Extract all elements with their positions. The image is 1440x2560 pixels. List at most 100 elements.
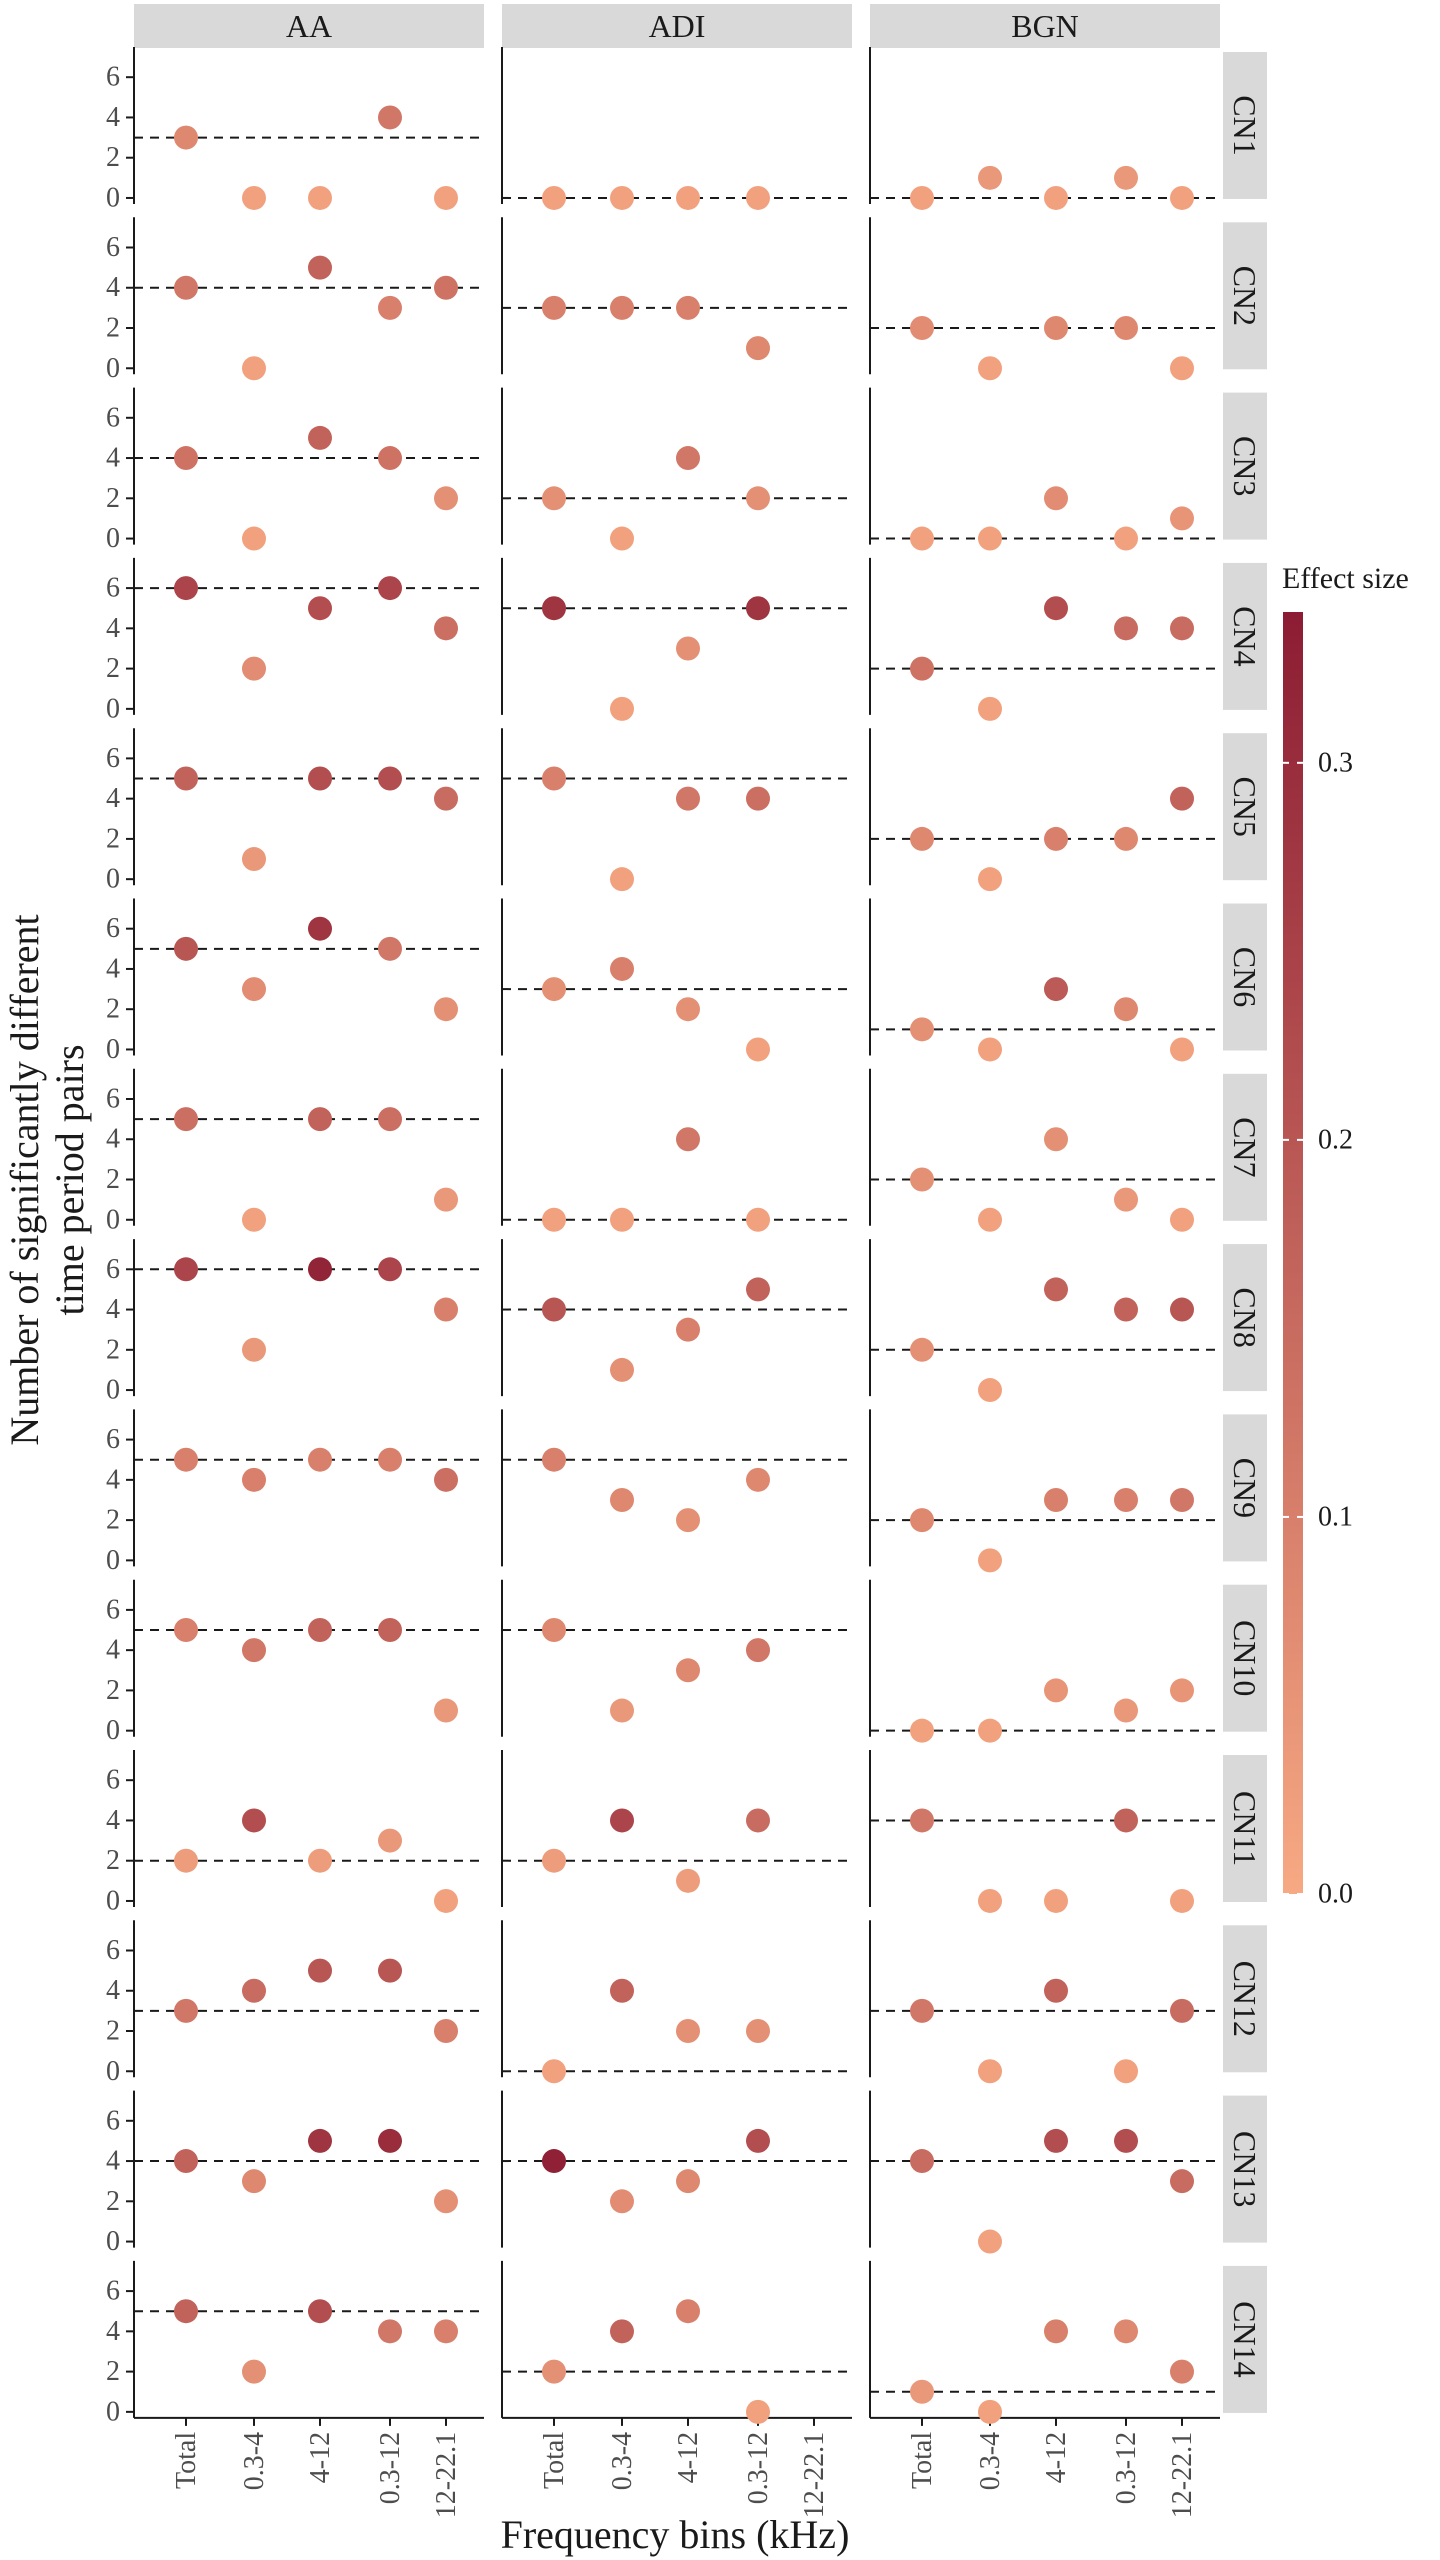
data-point xyxy=(542,1297,566,1322)
data-point xyxy=(746,1808,770,1833)
data-point xyxy=(174,1998,198,2023)
y-tick-label: 4 xyxy=(106,953,120,984)
data-point xyxy=(308,916,332,941)
panel-cn14-aa: 0 2 4 6 xyxy=(106,2260,484,2427)
legend-tick-label: 0.1 xyxy=(1318,1501,1353,1532)
data-point xyxy=(242,1207,266,1232)
y-tick-label: 2 xyxy=(106,1675,120,1706)
column-strip-label: ADI xyxy=(649,8,706,44)
data-point xyxy=(1044,977,1068,1002)
y-tick-label: 0 xyxy=(106,2396,120,2427)
y-tick-label: 0 xyxy=(106,1034,120,1065)
data-point xyxy=(174,766,198,791)
data-point xyxy=(378,936,402,961)
color-legend: Effect size 0.0 0.1 0.2 0.3 xyxy=(1282,562,1409,1910)
row-strip-cn11: CN11 xyxy=(1223,1755,1267,1902)
data-point xyxy=(746,336,770,361)
row-strip-background xyxy=(1223,222,1267,370)
y-tick-label: 6 xyxy=(106,62,120,93)
y-tick-label: 6 xyxy=(106,402,120,433)
data-point xyxy=(910,2149,934,2174)
data-point xyxy=(978,2059,1002,2084)
row-strip-cn2: CN2 xyxy=(1223,222,1267,370)
panel-cn8-bgn xyxy=(869,1239,1220,1403)
data-point xyxy=(542,977,566,1002)
row-strip-label: CN6 xyxy=(1227,947,1263,1007)
row-strip-label: CN1 xyxy=(1227,95,1263,155)
row-strip-background xyxy=(1223,1755,1267,1902)
data-point xyxy=(1044,486,1068,511)
data-point xyxy=(1044,1277,1068,1302)
data-point xyxy=(378,766,402,791)
data-point xyxy=(1114,1187,1138,1212)
data-point xyxy=(910,1718,934,1743)
data-point xyxy=(746,596,770,621)
y-tick-label: 0 xyxy=(106,864,120,895)
y-tick-label: 4 xyxy=(106,1294,120,1325)
data-point xyxy=(1114,1698,1138,1723)
data-point xyxy=(542,1447,566,1472)
row-strip-background xyxy=(1223,1584,1267,1732)
y-axis-title-line-1: Number of significantly different xyxy=(2,914,47,1445)
row-strip-label: CN8 xyxy=(1227,1287,1263,1347)
data-point xyxy=(308,1107,332,1132)
data-point xyxy=(434,997,458,1022)
data-point xyxy=(978,867,1002,892)
data-point xyxy=(1044,596,1068,621)
y-tick-label: 0 xyxy=(106,2056,120,2087)
y-tick-label: 4 xyxy=(106,443,120,474)
y-tick-label: 0 xyxy=(106,1204,120,1235)
data-point xyxy=(378,1958,402,1983)
x-tick-label: 0.3-12 xyxy=(1111,2432,1142,2504)
data-point xyxy=(676,2169,700,2194)
row-strip-label: CN12 xyxy=(1227,1961,1263,2037)
data-point xyxy=(910,826,934,851)
panel-cn13-bgn xyxy=(869,2090,1220,2254)
row-strip-cn10: CN10 xyxy=(1223,1584,1267,1732)
data-point xyxy=(434,486,458,511)
row-strip-label: CN4 xyxy=(1227,606,1263,666)
data-point xyxy=(746,1467,770,1492)
data-point xyxy=(242,2359,266,2384)
data-point xyxy=(174,1848,198,1873)
panel-cn8-aa: 0 2 4 6 xyxy=(106,1239,484,1406)
data-point xyxy=(910,2379,934,2404)
x-tick-label: 0.3-4 xyxy=(607,2432,638,2490)
data-point xyxy=(610,1808,634,1833)
row-strip-background xyxy=(1223,1244,1267,1392)
y-tick-label: 6 xyxy=(106,1594,120,1625)
y-tick-label: 6 xyxy=(106,232,120,263)
panel-cn5-adi xyxy=(501,728,852,892)
panel-cn10-bgn xyxy=(869,1579,1220,1743)
x-tick-label: Total xyxy=(907,2432,938,2489)
legend-tick-label: 0.3 xyxy=(1318,747,1353,778)
data-point xyxy=(542,2149,566,2174)
row-strip-label: CN9 xyxy=(1227,1458,1263,1518)
data-point xyxy=(978,1548,1002,1573)
data-point xyxy=(434,1698,458,1723)
y-tick-label: 4 xyxy=(106,1124,120,1155)
legend-tick-label: 0.2 xyxy=(1318,1124,1353,1155)
data-point xyxy=(1170,786,1194,811)
y-tick-label: 6 xyxy=(106,1424,120,1455)
data-point xyxy=(978,526,1002,551)
data-point xyxy=(910,1508,934,1533)
row-strip-background xyxy=(1223,1925,1267,2073)
data-point xyxy=(676,1868,700,1893)
y-tick-label: 2 xyxy=(106,2016,120,2047)
row-strip-cn13: CN13 xyxy=(1223,2095,1267,2243)
data-point xyxy=(174,446,198,471)
row-strip-label: CN5 xyxy=(1227,776,1263,836)
row-strip-background xyxy=(1223,1414,1267,1562)
data-point xyxy=(978,1888,1002,1913)
data-point xyxy=(910,1998,934,2023)
data-point xyxy=(676,446,700,471)
data-point xyxy=(542,185,566,210)
y-axis-title-line-2: time period pairs xyxy=(47,1044,92,1315)
panel-cn5-bgn xyxy=(869,728,1220,892)
y-tick-label: 0 xyxy=(106,1375,120,1406)
data-point xyxy=(378,295,402,320)
data-point xyxy=(1114,2319,1138,2344)
data-point xyxy=(542,2059,566,2084)
x-tick-label: 4-12 xyxy=(1041,2432,1072,2483)
